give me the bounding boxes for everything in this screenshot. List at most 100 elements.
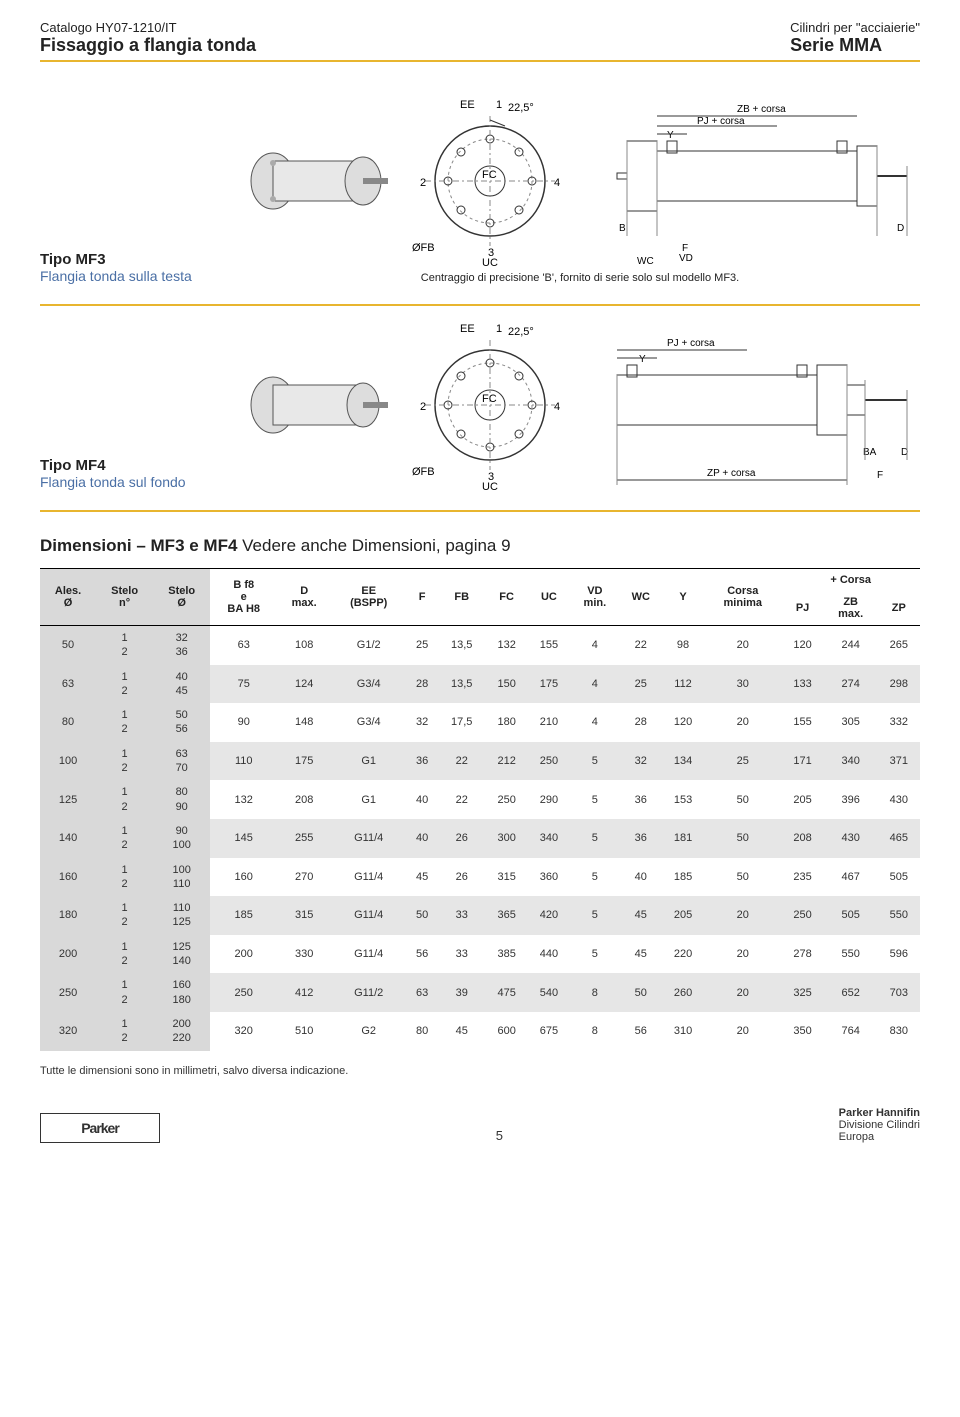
- cell-vd: 4: [570, 665, 620, 704]
- cell-stelo_o: 125 140: [153, 935, 210, 974]
- cell-f: 45: [406, 858, 438, 897]
- cell-ales: 250: [40, 973, 96, 1012]
- th-corsa: Corsa minima: [704, 569, 781, 626]
- cell-d: 175: [277, 742, 331, 781]
- cell-corsa: 20: [704, 703, 781, 742]
- cell-fc: 300: [486, 819, 528, 858]
- table-row: 3201 2200 220320510G28045600675856310203…: [40, 1012, 920, 1051]
- th-fc: FC: [486, 569, 528, 626]
- cell-stelo_o: 90 100: [153, 819, 210, 858]
- cell-fc: 315: [486, 858, 528, 897]
- mf4-section: Tipo MF4 Flangia tonda sul fondo EE 1 22…: [40, 306, 920, 512]
- cell-uc: 440: [528, 935, 570, 974]
- cell-d: 148: [277, 703, 331, 742]
- lbl-fc: FC: [482, 169, 497, 181]
- cell-y: 112: [662, 665, 704, 704]
- mf3-diagram-wrap: EE 1 22,5° FC 2 4 ØFB 3 UC ZB + cor: [240, 96, 920, 284]
- cell-vd: 5: [570, 780, 620, 819]
- th-ee: EE (BSPP): [331, 569, 406, 626]
- cell-stelo_n: 1 2: [96, 703, 153, 742]
- cell-b: 110: [210, 742, 277, 781]
- table-row: 2001 2125 140200330G11/45633385440545220…: [40, 935, 920, 974]
- cell-vd: 4: [570, 626, 620, 665]
- cell-ee: G1: [331, 780, 406, 819]
- footer-company-block: Parker Hannifin Divisione Cilindri Europ…: [839, 1107, 920, 1143]
- cell-fb: 22: [438, 742, 486, 781]
- cell-wc: 22: [620, 626, 662, 665]
- cell-ee: G1: [331, 742, 406, 781]
- cell-b: 90: [210, 703, 277, 742]
- page-footer: Parker 5 Parker Hannifin Divisione Cilin…: [40, 1107, 920, 1143]
- dimensions-table: Ales. Ø Stelo n° Stelo Ø B f8 e BA H8 D …: [40, 568, 920, 1051]
- cell-ee: G2: [331, 1012, 406, 1051]
- dim-title-bold: Dimensioni – MF3 e MF4: [40, 536, 237, 555]
- cell-stelo_o: 80 90: [153, 780, 210, 819]
- cell-fb: 26: [438, 819, 486, 858]
- cell-zp: 505: [878, 858, 920, 897]
- table-row: 2501 2160 180250412G11/26339475540850260…: [40, 973, 920, 1012]
- cell-zp: 265: [878, 626, 920, 665]
- cell-pj: 208: [781, 819, 823, 858]
- cell-uc: 360: [528, 858, 570, 897]
- cell-stelo_n: 1 2: [96, 780, 153, 819]
- cell-y: 220: [662, 935, 704, 974]
- footer-region: Europa: [839, 1131, 920, 1143]
- th-vd: VD min.: [570, 569, 620, 626]
- cell-d: 510: [277, 1012, 331, 1051]
- lbl-b: B: [619, 223, 626, 234]
- catalog-code: Catalogo HY07-1210/IT: [40, 20, 256, 35]
- cell-d: 108: [277, 626, 331, 665]
- cell-corsa: 50: [704, 819, 781, 858]
- cell-y: 98: [662, 626, 704, 665]
- table-row: 631 240 4575124G3/42813,5150175425112301…: [40, 665, 920, 704]
- cell-zp: 596: [878, 935, 920, 974]
- mf3-label-block: Tipo MF3 Flangia tonda sulla testa: [40, 251, 240, 284]
- cell-corsa: 20: [704, 973, 781, 1012]
- cell-wc: 45: [620, 935, 662, 974]
- svg-text:2: 2: [420, 401, 426, 413]
- svg-text:F: F: [877, 470, 883, 481]
- table-row: 801 250 5690148G3/43217,5180210428120201…: [40, 703, 920, 742]
- page-title: Fissaggio a flangia tonda: [40, 35, 256, 56]
- cell-d: 208: [277, 780, 331, 819]
- cell-fb: 39: [438, 973, 486, 1012]
- cell-stelo_o: 160 180: [153, 973, 210, 1012]
- parker-logo: Parker: [40, 1113, 160, 1143]
- cell-ales: 200: [40, 935, 96, 974]
- cell-y: 310: [662, 1012, 704, 1051]
- cell-f: 80: [406, 1012, 438, 1051]
- cell-pj: 325: [781, 973, 823, 1012]
- cell-b: 320: [210, 1012, 277, 1051]
- cell-zb: 305: [824, 703, 878, 742]
- product-line1: Cilindri per "acciaierie": [790, 20, 920, 35]
- cell-zb: 274: [824, 665, 878, 704]
- cell-zp: 550: [878, 896, 920, 935]
- cell-f: 36: [406, 742, 438, 781]
- cell-stelo_o: 63 70: [153, 742, 210, 781]
- th-d: D max.: [277, 569, 331, 626]
- th-y: Y: [662, 569, 704, 626]
- mf3-note: Centraggio di precisione 'B', fornito di…: [240, 272, 920, 284]
- cell-pj: 350: [781, 1012, 823, 1051]
- svg-text:EE: EE: [460, 323, 475, 335]
- th-stelo-o: Stelo Ø: [153, 569, 210, 626]
- svg-text:4: 4: [554, 401, 560, 413]
- cell-zp: 298: [878, 665, 920, 704]
- cell-uc: 340: [528, 819, 570, 858]
- cell-zb: 467: [824, 858, 878, 897]
- dimensions-title: Dimensioni – MF3 e MF4 Vedere anche Dime…: [40, 536, 920, 556]
- cell-uc: 210: [528, 703, 570, 742]
- table-body: 501 232 3663108G1/22513,5132155422982012…: [40, 626, 920, 1051]
- table-row: 501 232 3663108G1/22513,5132155422982012…: [40, 626, 920, 665]
- th-wc: WC: [620, 569, 662, 626]
- cell-y: 181: [662, 819, 704, 858]
- cell-wc: 50: [620, 973, 662, 1012]
- cell-vd: 5: [570, 819, 620, 858]
- cell-uc: 175: [528, 665, 570, 704]
- cell-ee: G3/4: [331, 665, 406, 704]
- cell-stelo_n: 1 2: [96, 626, 153, 665]
- cell-zb: 652: [824, 973, 878, 1012]
- cell-vd: 5: [570, 896, 620, 935]
- cell-uc: 675: [528, 1012, 570, 1051]
- cell-vd: 5: [570, 742, 620, 781]
